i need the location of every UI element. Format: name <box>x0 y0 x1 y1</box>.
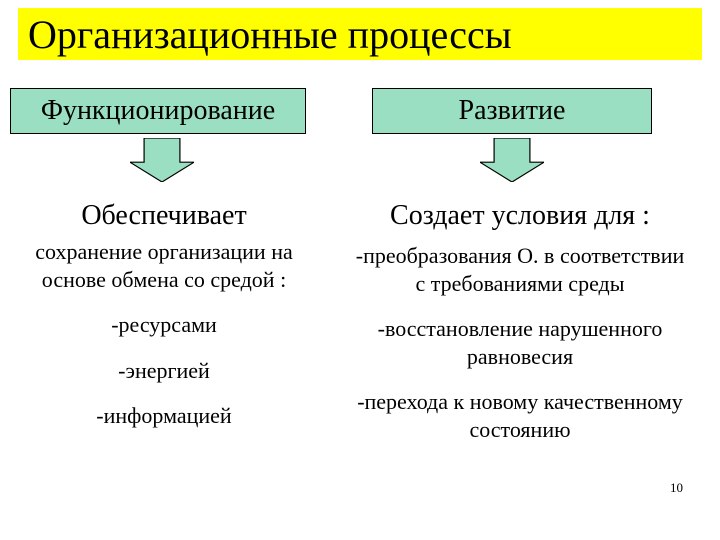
left-item: -ресурсами <box>34 311 294 339</box>
arrow-down-icon <box>480 138 544 182</box>
right-item: -перехода к новому качественному состоян… <box>350 388 690 443</box>
box-development: Развитие <box>372 88 652 134</box>
right-item: -восстановление нарушенного равновесия <box>350 315 690 370</box>
left-item: -энергией <box>34 357 294 385</box>
left-item: -информацией <box>34 402 294 430</box>
left-column: Обеспечивает сохранение организации на о… <box>34 200 294 430</box>
right-heading: Создает условия для : <box>350 200 690 232</box>
arrow-down-icon <box>130 138 194 182</box>
left-heading: Обеспечивает <box>34 200 294 232</box>
right-column: Создает условия для : -преобразования О.… <box>350 200 690 443</box>
page-number: 10 <box>670 480 683 496</box>
box-functioning: Функционирование <box>10 88 306 134</box>
left-subtext: сохранение организации на основе обмена … <box>34 238 294 293</box>
right-item: -преобразования О. в соответствии с треб… <box>350 242 690 297</box>
page-title: Организационные процессы <box>18 8 702 60</box>
